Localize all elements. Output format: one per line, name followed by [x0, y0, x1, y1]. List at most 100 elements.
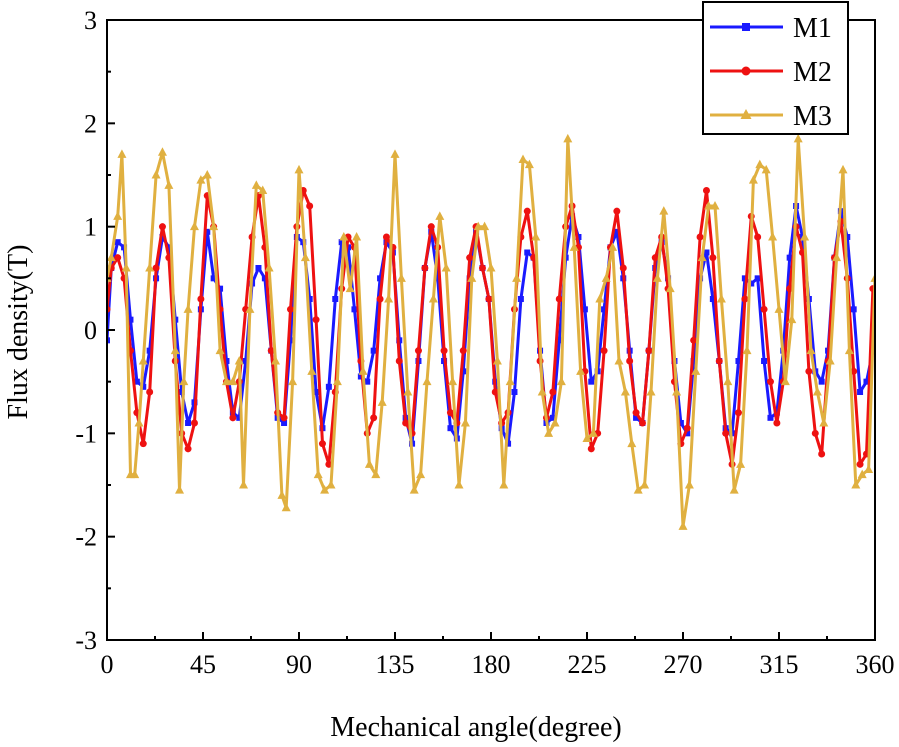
- data-point: [312, 316, 320, 324]
- data-point: [517, 296, 524, 302]
- data-point: [505, 440, 512, 447]
- data-point: [486, 263, 496, 272]
- data-point: [632, 409, 640, 417]
- data-point: [736, 459, 746, 468]
- data-point: [614, 356, 624, 365]
- data-point: [588, 428, 598, 437]
- data-point: [870, 273, 875, 282]
- data-point: [325, 460, 333, 468]
- x-tick-label: 90: [286, 650, 312, 679]
- data-point: [850, 306, 857, 313]
- data-point: [345, 283, 355, 293]
- data-point: [121, 263, 131, 272]
- data-point: [684, 480, 694, 489]
- data-point: [838, 164, 848, 174]
- data-point: [351, 306, 358, 313]
- data-point: [189, 221, 199, 231]
- data-point: [709, 254, 717, 262]
- data-point: [428, 294, 438, 303]
- data-point: [672, 387, 682, 396]
- data-point: [255, 265, 262, 271]
- data-point: [223, 358, 230, 364]
- data-point: [691, 366, 701, 375]
- data-point: [645, 347, 653, 355]
- data-point: [454, 480, 464, 489]
- data-point: [856, 460, 864, 468]
- data-point: [620, 387, 630, 396]
- data-point: [549, 414, 556, 421]
- data-point: [651, 254, 659, 262]
- data-point: [185, 420, 192, 426]
- x-tick-label: 225: [568, 650, 607, 679]
- data-point: [300, 252, 310, 262]
- data-point: [146, 347, 153, 354]
- data-point: [473, 221, 483, 231]
- data-point: [863, 378, 870, 385]
- data-point: [215, 345, 225, 355]
- data-point: [184, 445, 192, 453]
- data-point: [281, 502, 291, 512]
- y-tick-label: 1: [84, 213, 97, 242]
- data-point: [320, 485, 330, 494]
- data-point: [805, 367, 813, 375]
- x-tick-label: 270: [664, 650, 703, 679]
- x-tick-label: 135: [376, 650, 415, 679]
- data-point: [587, 445, 595, 453]
- plot-series-layer: [107, 133, 875, 530]
- data-point: [512, 273, 522, 282]
- data-point: [382, 233, 390, 241]
- data-point: [127, 316, 134, 323]
- data-point: [741, 275, 748, 282]
- data-point: [704, 201, 714, 210]
- data-point: [179, 376, 189, 386]
- data-point: [358, 366, 368, 375]
- data-point: [158, 223, 166, 231]
- x-tick-label: 315: [760, 650, 799, 679]
- data-point: [619, 264, 627, 272]
- data-point: [178, 389, 185, 395]
- data-point: [544, 428, 554, 437]
- data-point: [146, 388, 154, 396]
- data-point: [245, 304, 255, 313]
- data-point: [588, 378, 595, 385]
- data-point: [370, 347, 377, 354]
- data-point: [734, 409, 742, 417]
- x-axis-label: Mechanical angle(degree): [330, 712, 621, 743]
- data-point: [787, 314, 797, 324]
- data-point: [157, 147, 167, 156]
- data-point: [518, 154, 528, 163]
- data-point: [825, 356, 835, 365]
- data-point: [832, 252, 842, 262]
- data-point: [626, 357, 634, 365]
- data-point: [531, 232, 541, 241]
- data-point: [550, 418, 560, 427]
- data-point: [556, 337, 563, 344]
- data-point: [466, 254, 474, 262]
- data-point: [652, 273, 662, 282]
- data-point: [152, 264, 160, 272]
- data-point: [414, 347, 422, 355]
- data-point: [595, 294, 605, 303]
- data-point: [767, 414, 774, 421]
- data-point: [228, 376, 238, 386]
- data-point: [113, 211, 123, 220]
- data-point: [133, 378, 140, 385]
- data-point: [338, 239, 345, 246]
- data-point: [485, 295, 493, 303]
- data-point: [722, 429, 730, 437]
- data-point: [352, 232, 362, 241]
- data-point: [773, 419, 781, 427]
- data-point: [857, 389, 864, 395]
- data-point: [608, 242, 618, 251]
- data-point: [435, 211, 445, 220]
- data-point: [499, 480, 509, 489]
- data-point: [851, 480, 861, 489]
- legend-box: [702, 1, 849, 135]
- data-point: [421, 264, 429, 272]
- data-point: [313, 389, 320, 395]
- data-point: [613, 207, 621, 215]
- data-point: [107, 337, 110, 344]
- data-point: [601, 306, 608, 313]
- data-point: [754, 275, 761, 282]
- data-point: [139, 440, 147, 448]
